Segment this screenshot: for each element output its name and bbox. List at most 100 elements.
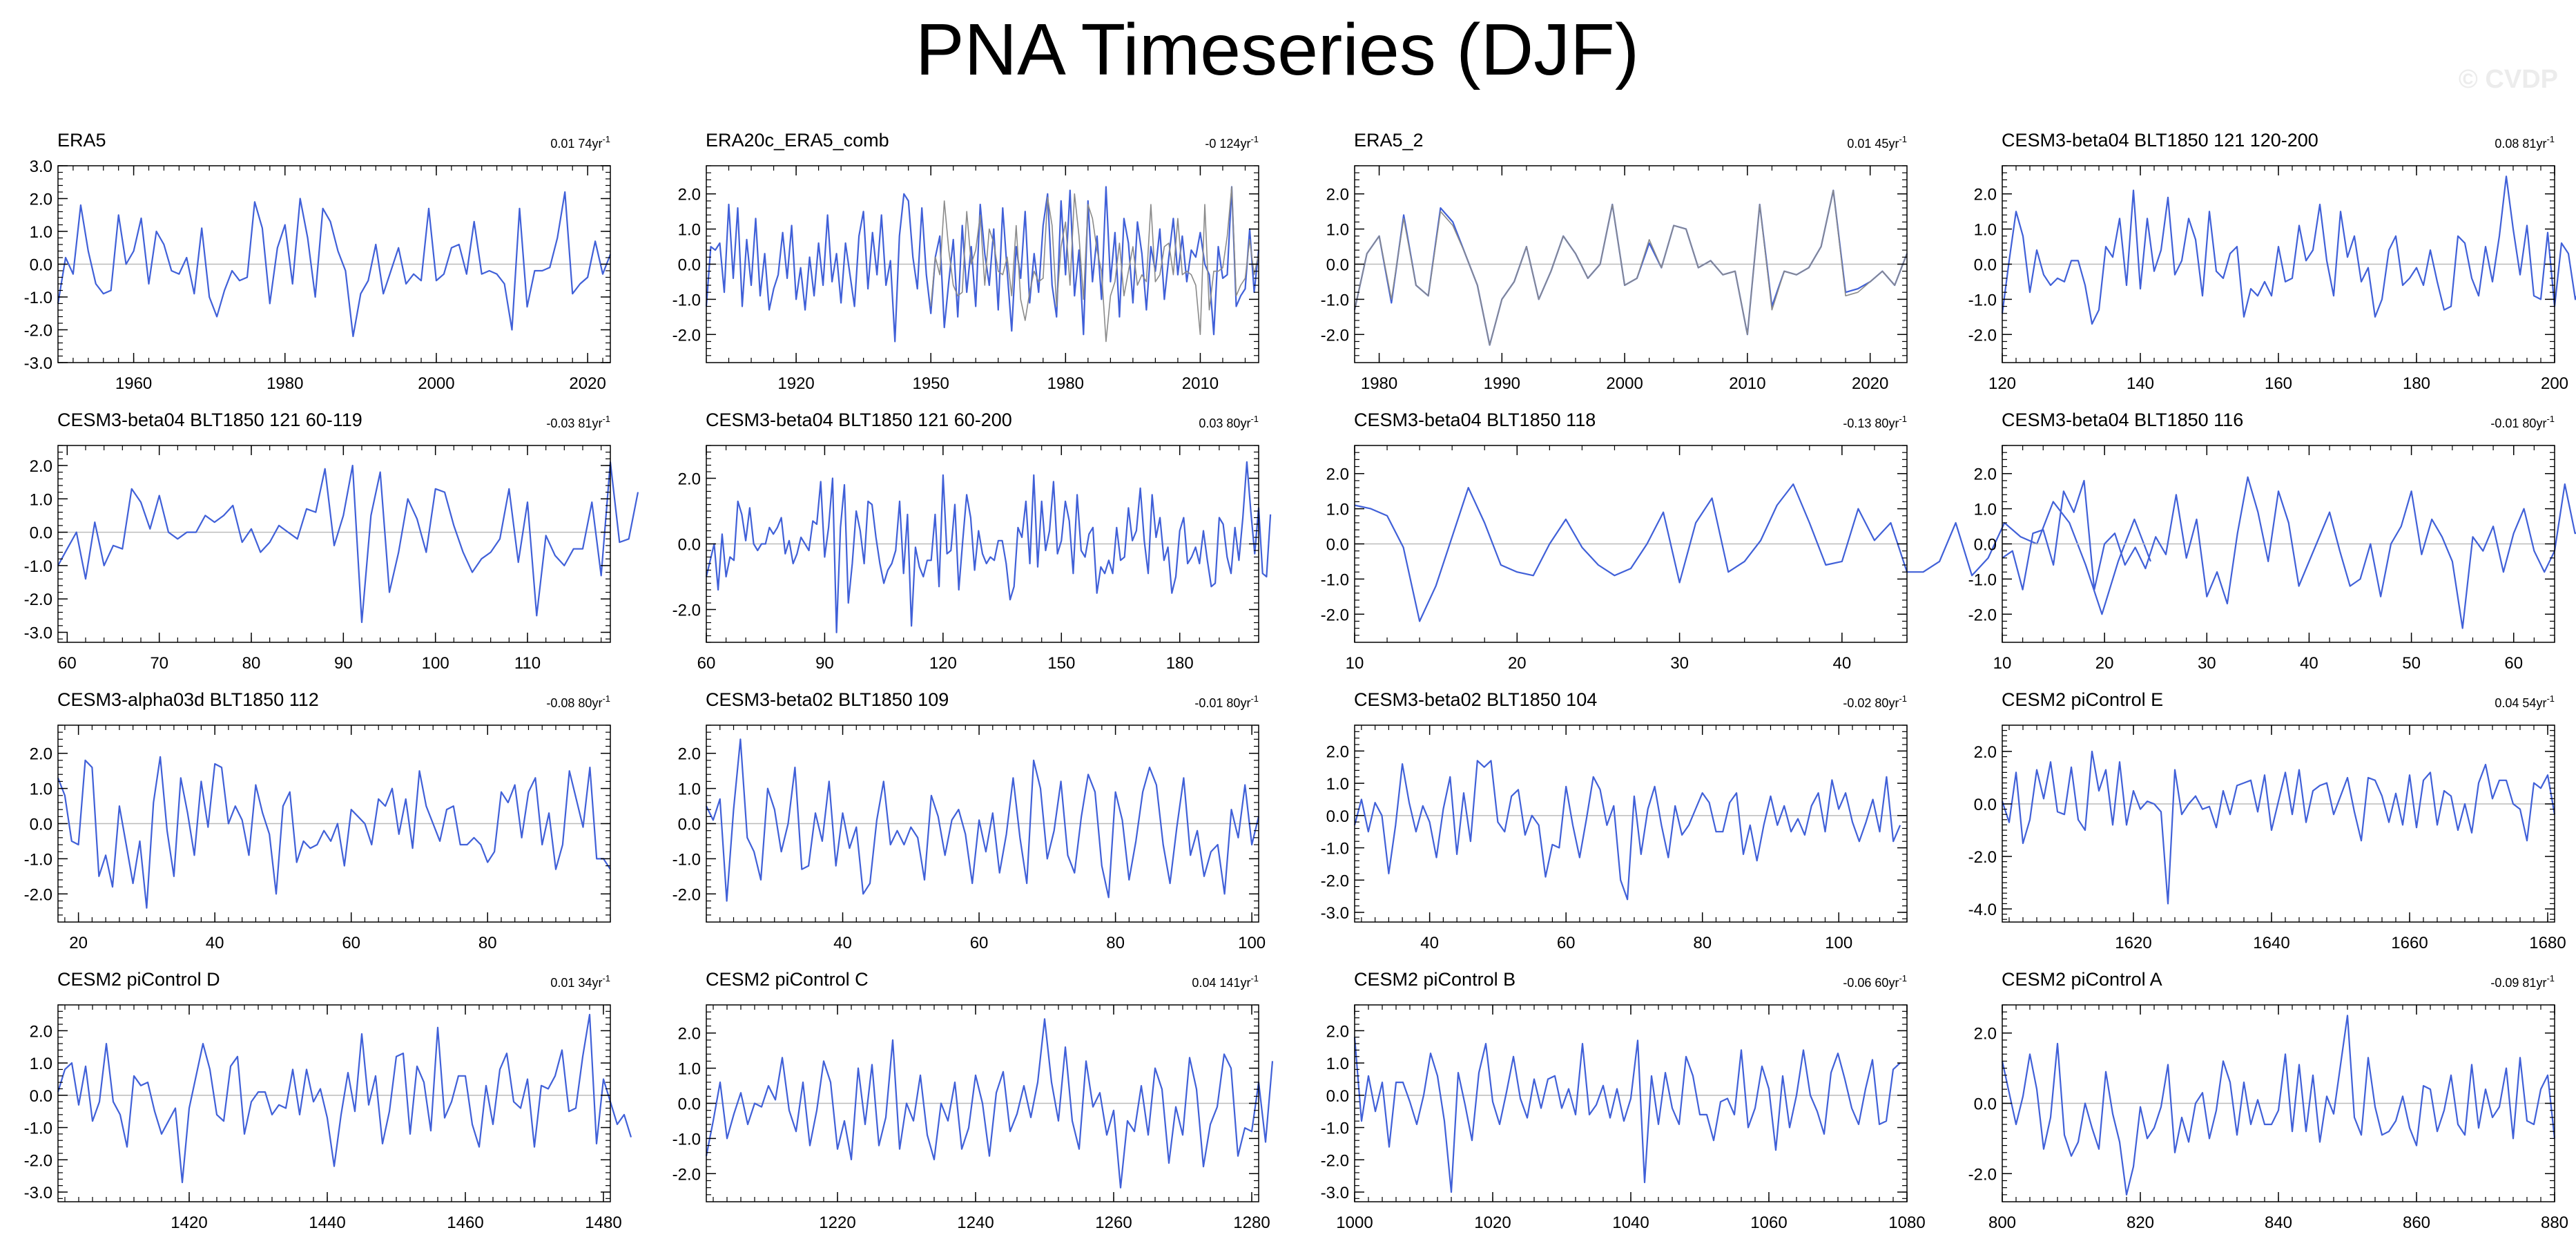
- x-tick-label: 880: [2541, 1213, 2568, 1232]
- trend-label: 0.03 80yr-1: [1199, 414, 1259, 430]
- x-tick-label: 120: [1988, 374, 2016, 393]
- y-tick-label: -1.0: [672, 291, 701, 309]
- chart-panel: CESM3-beta02 BLT1850 104 -0.02 80yr-1 40 60…: [1321, 689, 1908, 952]
- x-tick-label: 80: [1106, 934, 1125, 952]
- x-tick-label: 100: [1825, 934, 1852, 952]
- y-tick-label: -1.0: [24, 557, 52, 576]
- y-tick-label: -2.0: [1321, 326, 1349, 345]
- page-title: PNA Timeseries (DJF): [916, 9, 1639, 90]
- x-tick-label: 1420: [171, 1213, 207, 1232]
- trend-value: 0.01 45: [1847, 137, 1888, 151]
- series-line: [2002, 476, 2576, 629]
- x-tick-label: 60: [342, 934, 360, 952]
- trend-label: -0.02 80yr-1: [1843, 693, 1907, 710]
- x-tick-label: 1980: [1047, 374, 1084, 393]
- x-tick-label: 1990: [1484, 374, 1520, 393]
- trend-label: 0.08 81yr-1: [2495, 134, 2555, 151]
- trend-exponent: -1: [1250, 134, 1259, 144]
- series-line: [2001, 750, 2556, 905]
- x-tick-label: 2020: [1852, 374, 1888, 393]
- trend-unit: yr: [592, 696, 602, 710]
- plot-frame: [1354, 725, 1908, 923]
- x-tick-label: 1000: [1336, 1213, 1373, 1232]
- y-tick-label: 2.0: [678, 186, 701, 204]
- x-tick-label: 60: [697, 654, 716, 673]
- trend-exponent: -1: [2546, 134, 2555, 144]
- series-line: [1353, 1037, 1901, 1193]
- y-tick-label: -1.0: [1968, 291, 1997, 309]
- y-tick-label: 1.0: [1326, 775, 1349, 794]
- x-tick-label: 1980: [267, 374, 303, 393]
- x-tick-label: 40: [2300, 654, 2318, 673]
- panel-title: CESM3-beta04 BLT1850 121 120-200: [2002, 130, 2318, 151]
- trend-value: 0.03 80: [1199, 416, 1240, 430]
- chart-panel: CESM2 piControl D 0.01 34yr-1 1420 1440 1460…: [24, 969, 632, 1232]
- x-tick-label: 160: [2265, 374, 2292, 393]
- x-tick-label: 80: [478, 934, 497, 952]
- trend-label: -0.01 80yr-1: [2490, 414, 2555, 430]
- x-tick-label: 1060: [1750, 1213, 1787, 1232]
- x-tick-label: 1440: [309, 1213, 345, 1232]
- panel-title: ERA20c_ERA5_comb: [706, 130, 889, 151]
- series-line: [2001, 175, 2576, 325]
- y-tick-label: 0.0: [30, 256, 52, 275]
- x-tick-label: 840: [2265, 1213, 2292, 1232]
- trend-unit: yr: [592, 976, 602, 990]
- trend-label: -0.03 81yr-1: [546, 414, 610, 430]
- x-tick-label: 2020: [569, 374, 606, 393]
- series-line: [57, 461, 639, 624]
- y-tick-label: 0.0: [678, 1095, 701, 1114]
- panel-title: CESM3-beta04 BLT1850 121 60-119: [57, 410, 362, 430]
- y-tick-label: -2.0: [672, 326, 701, 345]
- x-tick-label: 70: [150, 654, 168, 673]
- y-tick-label: -1.0: [672, 1130, 701, 1149]
- series-line: [1353, 760, 1901, 901]
- plot-frame: [2002, 725, 2555, 923]
- y-tick-label: 2.0: [30, 457, 52, 476]
- trend-label: -0 124yr-1: [1205, 134, 1259, 151]
- x-tick-label: 1480: [585, 1213, 621, 1232]
- x-tick-label: 1260: [1095, 1213, 1132, 1232]
- trend-label: 0.04 141yr-1: [1192, 973, 1259, 990]
- y-tick-label: -2.0: [672, 885, 701, 904]
- y-tick-label: -2.0: [24, 885, 52, 904]
- y-tick-label: 0.0: [30, 1087, 52, 1106]
- chart-panel: CESM3-beta04 BLT1850 121 60-200 0.03 80yr…: [672, 410, 1272, 673]
- trend-exponent: -1: [602, 134, 610, 144]
- trend-unit: yr: [1240, 696, 1250, 710]
- y-tick-label: 1.0: [30, 223, 52, 242]
- y-tick-label: -3.0: [1321, 904, 1349, 923]
- y-tick-label: -2.0: [24, 1151, 52, 1170]
- trend-exponent: -1: [2546, 693, 2555, 704]
- trend-label: 0.04 54yr-1: [2495, 693, 2555, 710]
- trend-value: 0.04 54: [2495, 696, 2536, 710]
- panel-title: CESM2 piControl C: [706, 969, 869, 990]
- y-tick-label: 2.0: [1326, 466, 1349, 484]
- x-tick-label: 40: [1833, 654, 1852, 673]
- panel-title: ERA5_2: [1354, 130, 1424, 151]
- y-tick-label: 1.0: [1326, 221, 1349, 240]
- chart-panel: ERA5 0.01 74yr-1 1960 1980 2000 2020 3.0 2.0 1.0…: [24, 130, 612, 393]
- chart-panel: ERA5_2 0.01 45yr-1 1980 1990 2000 2010 2020 2.0…: [1321, 130, 1908, 393]
- x-tick-label: 1660: [2391, 934, 2428, 952]
- y-tick-label: 1.0: [1974, 221, 1997, 240]
- chart-panel: CESM3-beta04 BLT1850 121 120-200 0.08 81y…: [1968, 130, 2576, 393]
- panel-title: CESM3-beta04 BLT1850 121 60-200: [706, 410, 1012, 430]
- y-tick-label: -4.0: [1968, 901, 1997, 919]
- trend-label: -0.13 80yr-1: [1843, 414, 1907, 430]
- panel-title: CESM3-beta04 BLT1850 118: [1354, 410, 1596, 430]
- chart-panel: CESM2 piControl C 0.04 141yr-1 1220 1240 126…: [672, 969, 1274, 1232]
- x-tick-label: 1960: [115, 374, 152, 393]
- series-line: [705, 186, 1260, 343]
- y-tick-label: 2.0: [678, 745, 701, 764]
- chart-panel: ERA20c_ERA5_comb -0 124yr-1 1920 1950 1980 20…: [672, 130, 1260, 393]
- y-tick-label: -1.0: [672, 850, 701, 869]
- x-tick-label: 1280: [1233, 1213, 1270, 1232]
- y-tick-label: -1.0: [24, 289, 52, 307]
- x-tick-label: 2000: [1606, 374, 1643, 393]
- trend-unit: yr: [1240, 137, 1250, 151]
- x-tick-label: 80: [1693, 934, 1712, 952]
- x-tick-label: 40: [206, 934, 224, 952]
- y-tick-label: 0.0: [1974, 1095, 1997, 1114]
